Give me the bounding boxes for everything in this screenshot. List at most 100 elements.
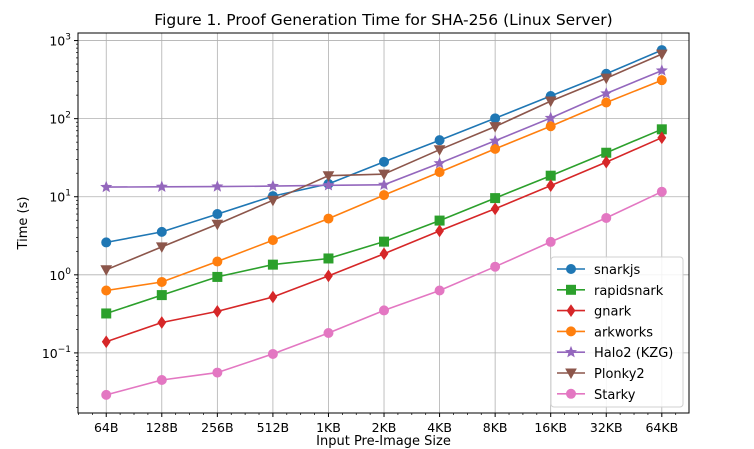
data-point-plonky2 (544, 96, 557, 108)
data-point-arkworks (212, 256, 223, 267)
data-point-halo2-kzg (155, 180, 168, 192)
data-point-starky (212, 367, 223, 378)
legend-label-arkworks: arkworks (594, 325, 653, 340)
data-point-halo2-kzg (433, 156, 446, 169)
series-snarkjs (101, 45, 667, 248)
x-tick-label: 1KB (316, 420, 341, 435)
legend-label-snarkjs: snarkjs (594, 263, 640, 278)
data-point-gnark (268, 290, 278, 304)
data-point-halo2-kzg (377, 178, 391, 190)
data-point-rapidsnark (101, 308, 112, 319)
y-tick-label: 10−1 (42, 345, 71, 361)
legend-marker-arkworks (566, 326, 576, 337)
data-point-rapidsnark (212, 271, 223, 282)
data-point-halo2-kzg (489, 134, 502, 146)
data-point-plonky2 (100, 265, 113, 276)
x-tick-label: 64B (94, 420, 118, 435)
legend-marker-rapidsnark (566, 284, 576, 295)
series-halo2-kzg (100, 64, 668, 193)
data-point-starky (267, 348, 278, 359)
data-point-gnark (546, 179, 556, 192)
legend-marker-halo2-kzg (564, 345, 578, 358)
data-point-arkworks (156, 276, 167, 287)
data-point-arkworks (101, 285, 112, 296)
data-point-gnark (601, 155, 611, 169)
data-point-snarkjs (212, 209, 223, 220)
x-tick-label: 64KB (645, 420, 678, 435)
axes: 64B 128B 256B 512B 1KB 2KB 4KB 8KB 16KB 32KB 64KB 1… (42, 33, 678, 435)
data-point-rapidsnark (156, 290, 167, 301)
data-point-rapidsnark (267, 259, 278, 270)
data-point-gnark (490, 202, 500, 216)
legend-marker-gnark (566, 304, 576, 317)
data-point-gnark (435, 224, 444, 238)
data-point-starky (490, 261, 501, 272)
data-point-halo2-kzg (266, 179, 279, 192)
data-point-plonky2 (378, 169, 390, 181)
y-tick-label: 102 (49, 111, 71, 127)
legend-label-plonky2: Plonky2 (594, 367, 645, 382)
data-point-plonky2 (322, 171, 335, 182)
x-tick-label: 512B (257, 420, 289, 435)
x-axis-label: Input Pre-Image Size (316, 434, 451, 449)
x-tick-label: 128B (146, 420, 178, 435)
data-point-gnark (157, 316, 167, 329)
data-point-plonky2 (600, 73, 613, 85)
data-point-halo2-kzg (211, 180, 224, 192)
data-point-plonky2 (489, 122, 501, 133)
y-tick-label: 100 (49, 267, 71, 283)
series-arkworks (101, 75, 667, 296)
legend-box (550, 256, 684, 408)
data-point-halo2-kzg (544, 111, 557, 124)
data-point-rapidsnark (545, 170, 556, 181)
data-point-gnark (324, 269, 333, 283)
data-point-arkworks (545, 121, 556, 132)
data-point-gnark (101, 335, 111, 349)
plot-frame (77, 32, 690, 414)
series-gnark (101, 131, 667, 349)
legend-marker-starky (566, 388, 576, 399)
data-point-arkworks (434, 167, 445, 178)
data-point-starky (101, 389, 112, 400)
data-point-arkworks (267, 235, 278, 246)
data-point-arkworks (490, 143, 501, 154)
x-tick-label: 16KB (534, 420, 567, 435)
data-point-gnark (379, 247, 389, 261)
data-point-arkworks (601, 97, 612, 108)
x-tick-label: 256B (201, 420, 233, 435)
data-point-gnark (212, 305, 222, 318)
data-point-halo2-kzg (655, 64, 668, 76)
data-point-snarkjs (379, 156, 390, 167)
data-point-halo2-kzg (100, 180, 113, 193)
data-point-starky (323, 327, 334, 338)
data-point-plonky2 (211, 219, 224, 231)
data-point-rapidsnark (490, 193, 501, 204)
series-starky (101, 186, 667, 400)
data-point-halo2-kzg (322, 178, 335, 191)
legend-marker-snarkjs (566, 264, 576, 274)
data-point-gnark (657, 131, 667, 145)
data-point-snarkjs (434, 135, 445, 146)
data-point-starky (656, 186, 667, 197)
data-point-snarkjs (101, 237, 112, 248)
y-tick-label: 103 (49, 33, 71, 49)
data-point-starky (434, 285, 445, 296)
data-point-plonky2 (655, 49, 668, 61)
chart-title: Figure 1. Proof Generation Time for SHA-… (154, 11, 612, 29)
data-point-halo2-kzg (600, 87, 613, 99)
legend-label-rapidsnark: rapidsnark (594, 284, 664, 299)
legend-label-halo2-kzg: Halo2 (KZG) (594, 346, 673, 361)
data-point-plonky2 (155, 242, 168, 253)
data-point-rapidsnark (434, 215, 445, 226)
legend: snarkjs rapidsnark gnark arkworks Halo2 (KZG… (550, 256, 684, 408)
data-point-arkworks (379, 190, 390, 201)
series-layer (100, 45, 668, 400)
series-plonky2 (100, 49, 668, 276)
y-tick-label: 101 (49, 189, 71, 205)
data-point-arkworks (323, 213, 334, 224)
data-point-snarkjs (156, 226, 167, 237)
x-tick-label: 2KB (372, 420, 397, 435)
data-point-arkworks (656, 75, 667, 86)
data-point-starky (601, 212, 612, 223)
